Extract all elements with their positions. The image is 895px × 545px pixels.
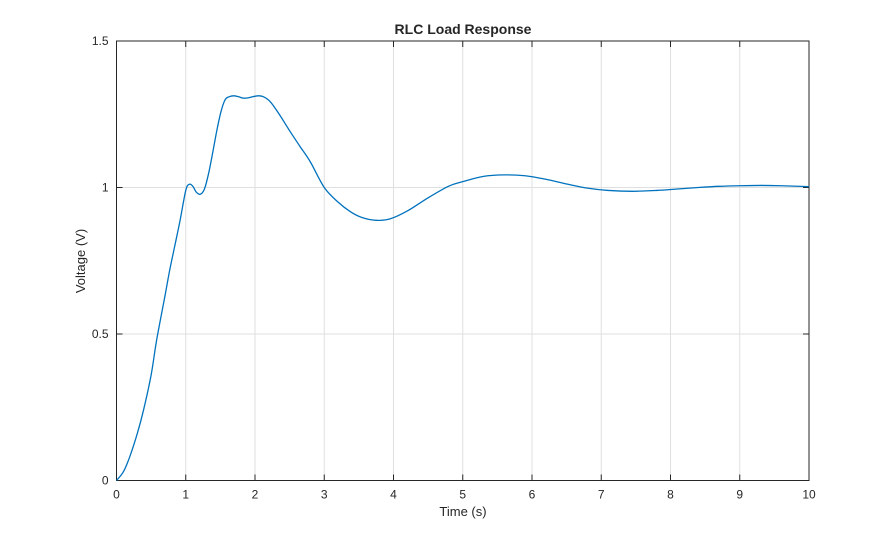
x-tick-label: 6	[529, 488, 536, 502]
y-tick-label: 1	[102, 181, 109, 195]
x-axis-label: Time (s)	[439, 504, 486, 519]
grid	[116, 40, 810, 481]
y-tick-label: 0	[102, 474, 109, 488]
x-tick-label: 5	[459, 488, 466, 502]
x-tick-label: 8	[667, 488, 674, 502]
series-line-voltage	[115, 95, 810, 481]
x-tick-label: 7	[598, 488, 605, 502]
x-tick-label: 1	[182, 488, 189, 502]
ticks: 0 1 2 3 4 5 6 7 8 9 10 0 0.5 1 1.5	[92, 34, 816, 502]
x-tick-label: 0	[113, 488, 120, 502]
x-tick-label: 4	[390, 488, 397, 502]
y-tick-label: 1.5	[92, 34, 109, 48]
x-tick-label: 9	[736, 488, 743, 502]
y-axis-label: Voltage (V)	[73, 229, 88, 293]
x-tick-label: 3	[321, 488, 328, 502]
chart-title: RLC Load Response	[395, 21, 532, 37]
y-tick-label: 0.5	[92, 327, 109, 341]
x-tick-label: 10	[802, 488, 816, 502]
x-tick-label: 2	[252, 488, 259, 502]
